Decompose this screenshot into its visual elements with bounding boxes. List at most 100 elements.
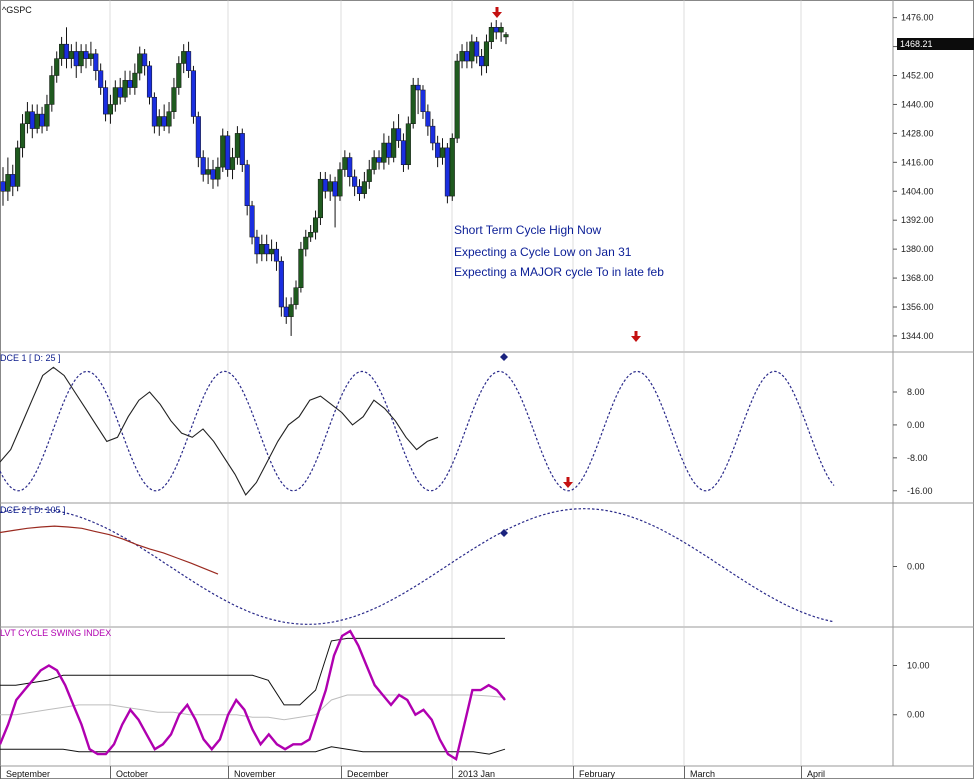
dce2-projection-line bbox=[0, 508, 835, 625]
candle bbox=[161, 104, 167, 131]
candle bbox=[474, 36, 480, 64]
candle bbox=[107, 94, 113, 124]
candle bbox=[371, 150, 377, 175]
candle bbox=[435, 135, 441, 168]
red-arrow-icon bbox=[492, 7, 502, 18]
candle bbox=[44, 94, 50, 131]
candle bbox=[308, 225, 314, 242]
price-tick-label: 1404.00 bbox=[901, 186, 934, 196]
swing-upper-band bbox=[0, 637, 505, 706]
candle bbox=[459, 44, 465, 69]
candle bbox=[454, 53, 460, 144]
dce1-label: DCE 1 [ D: 25 ] bbox=[0, 353, 61, 363]
candle bbox=[488, 22, 494, 49]
candle bbox=[312, 210, 319, 240]
candle bbox=[0, 167, 6, 206]
candle bbox=[137, 46, 143, 81]
candle bbox=[83, 44, 89, 69]
candle bbox=[391, 121, 397, 163]
candle bbox=[405, 116, 411, 170]
price-tick-label: 1344.00 bbox=[901, 331, 934, 341]
candle bbox=[269, 239, 275, 262]
candle bbox=[181, 44, 187, 74]
candle bbox=[49, 65, 55, 112]
candle bbox=[10, 164, 16, 197]
candle bbox=[469, 34, 475, 69]
candle bbox=[337, 162, 343, 201]
red-arrow-icon bbox=[563, 477, 573, 488]
candle bbox=[298, 241, 304, 293]
candle bbox=[234, 126, 240, 165]
candle bbox=[430, 118, 436, 151]
candle bbox=[249, 200, 255, 245]
candle bbox=[361, 171, 367, 199]
swing-tick-label: 10.00 bbox=[907, 660, 930, 670]
price-tick-label: 1452.00 bbox=[901, 71, 934, 81]
dce2-label: DCE 2 [ D: 105 ] bbox=[0, 505, 66, 515]
candle bbox=[283, 297, 289, 324]
candle bbox=[63, 27, 70, 69]
swing-lower-band bbox=[0, 746, 506, 755]
candle bbox=[186, 41, 192, 78]
candle bbox=[464, 41, 470, 69]
candle bbox=[244, 159, 250, 216]
month-label: March bbox=[690, 769, 715, 779]
swing-axis: 0.00 10.00 bbox=[893, 660, 930, 720]
swing-tick-label: 0.00 bbox=[907, 710, 925, 720]
candle bbox=[229, 147, 236, 180]
candle bbox=[322, 171, 328, 199]
candle bbox=[479, 48, 485, 76]
dce1-tick-label: -16.00 bbox=[907, 486, 933, 496]
dce1-panel: -16.00 -8.00 0.00 8.00 DCE 1 [ D: 25 ] bbox=[0, 353, 933, 496]
swing-label: LVT CYCLE SWING INDEX bbox=[0, 628, 111, 638]
dce2-actual-line bbox=[0, 525, 219, 575]
annotation-major-cycle: Expecting a MAJOR cycle To in late feb bbox=[454, 265, 664, 279]
month-label: 2013 Jan bbox=[458, 769, 495, 779]
candle bbox=[415, 77, 421, 115]
candle bbox=[386, 135, 392, 165]
candle bbox=[146, 61, 153, 105]
candle bbox=[449, 133, 455, 201]
candle bbox=[498, 22, 504, 42]
candle bbox=[127, 70, 133, 95]
candle bbox=[200, 150, 206, 182]
candle bbox=[483, 34, 490, 74]
candle bbox=[293, 280, 299, 310]
candle bbox=[24, 102, 30, 134]
candle bbox=[151, 92, 157, 134]
candle bbox=[254, 229, 260, 264]
candle bbox=[444, 143, 450, 204]
candle bbox=[29, 104, 35, 139]
dce2-tick-label: 0.00 bbox=[907, 562, 925, 572]
candle bbox=[39, 106, 45, 134]
candle bbox=[425, 104, 431, 136]
candle bbox=[239, 128, 245, 172]
candle bbox=[190, 65, 197, 124]
candle bbox=[273, 241, 280, 271]
candle bbox=[117, 77, 123, 105]
candle bbox=[356, 179, 363, 201]
dce1-projection-line bbox=[0, 370, 835, 492]
swing-index-line bbox=[0, 629, 506, 761]
candle bbox=[366, 159, 372, 189]
dce2-panel: 0.00 DCE 2 [ D: 105 ] bbox=[0, 505, 925, 625]
candle bbox=[210, 159, 216, 189]
price-tick-label: 1380.00 bbox=[901, 244, 934, 254]
annotation-cycle-high: Short Term Cycle High Now bbox=[454, 223, 601, 237]
candle bbox=[54, 51, 60, 83]
candle bbox=[171, 77, 177, 119]
candle bbox=[166, 102, 172, 134]
month-label: November bbox=[234, 769, 276, 779]
swing-panel: 0.00 10.00 LVT CYCLE SWING INDEX bbox=[0, 628, 930, 761]
diamond-marker-icon bbox=[500, 353, 508, 361]
candle bbox=[278, 256, 284, 317]
last-price-badge: 1468.21 bbox=[897, 38, 974, 50]
price-tick-label: 1368.00 bbox=[901, 273, 934, 283]
price-tick-label: 1416.00 bbox=[901, 157, 934, 167]
candle bbox=[420, 85, 426, 119]
price-tick-label: 1428.00 bbox=[901, 128, 934, 138]
candle bbox=[5, 157, 11, 201]
dce2-axis: 0.00 bbox=[893, 562, 925, 572]
candle bbox=[132, 63, 138, 95]
